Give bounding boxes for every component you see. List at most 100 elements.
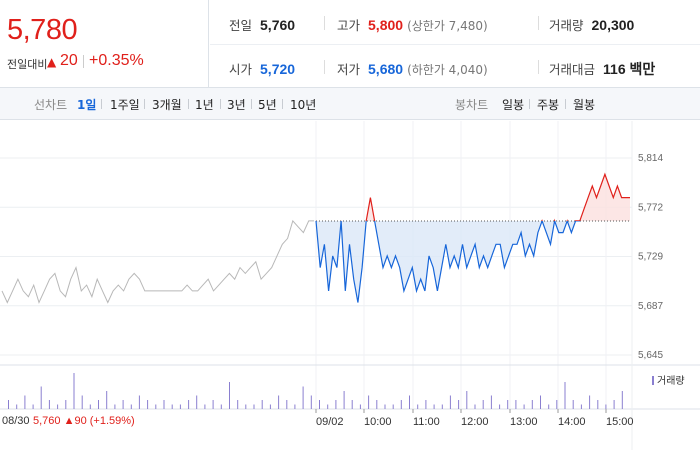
volume-bar bbox=[597, 400, 599, 409]
change-value: 20 bbox=[60, 52, 78, 69]
stat-value: 20,300 bbox=[591, 17, 635, 33]
volume-bar bbox=[466, 391, 468, 409]
volume-bar bbox=[319, 400, 320, 409]
volume-bar bbox=[253, 404, 255, 409]
price-block: 5,780 전일대비 ▲ 20 +0.35% bbox=[0, 0, 209, 88]
volume-bar bbox=[122, 400, 124, 409]
y-tick-label: 5,729 bbox=[638, 252, 663, 263]
volume-legend: 거래량 bbox=[652, 372, 685, 387]
tab-1day[interactable]: 1일 bbox=[77, 98, 97, 112]
tab-1year[interactable]: 1년 bbox=[195, 98, 214, 112]
volume-bar bbox=[417, 404, 419, 409]
volume-bar bbox=[531, 400, 533, 409]
x-tick-label: 11:00 bbox=[413, 416, 440, 428]
x-tick-label: 12:00 bbox=[461, 416, 489, 428]
tab-weekly-candle[interactable]: 주봉 bbox=[537, 98, 560, 112]
volume-bar bbox=[621, 391, 623, 409]
volume-bar bbox=[368, 395, 370, 409]
volume-bar bbox=[499, 404, 501, 409]
volume-bar bbox=[204, 404, 206, 409]
volume-bar bbox=[409, 395, 410, 409]
divider bbox=[538, 60, 539, 74]
series-line-today-up bbox=[315, 172, 630, 221]
tab-monthly-candle[interactable]: 월봉 bbox=[573, 98, 596, 112]
area-fill-down bbox=[316, 220, 576, 303]
volume-bar bbox=[343, 391, 345, 409]
volume-bar bbox=[327, 404, 329, 409]
stat-label: 저가 bbox=[337, 62, 361, 77]
volume-bar bbox=[98, 400, 99, 409]
volume-bar bbox=[196, 395, 198, 409]
quote-header: 5,780 전일대비 ▲ 20 +0.35% 전일 5,760 고가 5,800 (상… bbox=[0, 0, 700, 88]
tab-3month[interactable]: 3개월 bbox=[152, 98, 182, 112]
stat-value: 5,720 bbox=[260, 61, 296, 77]
volume-bar bbox=[40, 386, 42, 409]
volume-bar bbox=[351, 400, 353, 409]
volume-bar bbox=[449, 395, 451, 409]
x-tick-label: 15:00 bbox=[606, 416, 634, 428]
stat-sub: (상한가 7,480) bbox=[407, 19, 488, 33]
chart-tab-bar: 선차트 1일 1주일 3개월 1년 3년 5년 10년 봉차트 일봉 주봉 월봉 bbox=[0, 88, 700, 120]
volume-bar bbox=[220, 404, 222, 409]
volume-bar bbox=[179, 404, 181, 409]
volume-bar bbox=[73, 373, 75, 409]
stat-label: 전일 bbox=[229, 18, 253, 33]
volume-bar bbox=[384, 404, 386, 409]
volume-bar bbox=[171, 404, 173, 409]
divider bbox=[324, 16, 325, 30]
volume-bar bbox=[458, 400, 460, 409]
y-tick-label: 5,687 bbox=[638, 301, 663, 312]
stat-label: 시가 bbox=[229, 62, 253, 77]
volume-bar bbox=[89, 404, 91, 409]
tab-5year[interactable]: 5년 bbox=[258, 98, 277, 112]
candle-chart-label: 봉차트 bbox=[455, 98, 489, 112]
change-percent: +0.35% bbox=[89, 52, 144, 69]
volume-bar bbox=[294, 404, 296, 409]
volume-bar bbox=[613, 400, 615, 409]
tab-1week[interactable]: 1주일 bbox=[110, 98, 140, 112]
divider bbox=[220, 99, 221, 109]
volume-bar bbox=[286, 400, 288, 409]
stat-prev-close: 전일 5,760 bbox=[229, 15, 295, 34]
volume-bar bbox=[302, 386, 304, 409]
divider bbox=[538, 16, 539, 30]
change-label: 전일대비 bbox=[7, 58, 48, 71]
tab-daily-candle[interactable]: 일봉 bbox=[502, 98, 525, 112]
stat-value: 5,760 bbox=[260, 17, 296, 33]
volume-bar bbox=[433, 404, 435, 409]
stat-label: 거래량 bbox=[549, 18, 584, 33]
up-triangle-icon: ▲ bbox=[47, 55, 57, 69]
stat-sub: (하한가 4,040) bbox=[407, 63, 488, 77]
tab-10year[interactable]: 10년 bbox=[290, 98, 317, 112]
volume-bar bbox=[261, 400, 263, 409]
volume-bar bbox=[564, 382, 566, 409]
volume-bar bbox=[335, 400, 337, 409]
divider bbox=[282, 99, 283, 109]
price-chart[interactable]: 5,814 5,772 5,729 5,687 5,645 09/02 10:00 11:00… bbox=[0, 121, 700, 450]
y-tick-label: 5,645 bbox=[638, 350, 663, 361]
divider bbox=[144, 99, 145, 109]
volume-bar bbox=[32, 404, 34, 409]
divider bbox=[101, 99, 102, 109]
volume-bar bbox=[130, 404, 132, 409]
series-line-prev-day bbox=[1, 219, 314, 304]
volume-bar bbox=[65, 400, 67, 409]
volume-bar bbox=[523, 404, 525, 409]
tab-3year[interactable]: 3년 bbox=[227, 98, 246, 112]
volume-bar bbox=[278, 395, 280, 409]
volume-bar bbox=[441, 404, 443, 409]
volume-bar bbox=[515, 400, 517, 409]
volume-bar bbox=[237, 400, 239, 409]
volume-bar bbox=[163, 400, 165, 409]
volume-bar bbox=[474, 404, 476, 409]
stat-high: 고가 5,800 (상한가 7,480) bbox=[337, 15, 488, 34]
volume-bar bbox=[507, 400, 509, 409]
bottom-date: 08/30 bbox=[2, 415, 30, 427]
volume-bar bbox=[188, 400, 190, 409]
volume-bar bbox=[24, 395, 26, 409]
volume-bar bbox=[392, 404, 394, 409]
volume-bar bbox=[269, 404, 271, 409]
x-tick-label: 09/02 bbox=[316, 416, 344, 428]
stat-label: 고가 bbox=[337, 18, 361, 33]
volume-bar bbox=[572, 400, 574, 409]
